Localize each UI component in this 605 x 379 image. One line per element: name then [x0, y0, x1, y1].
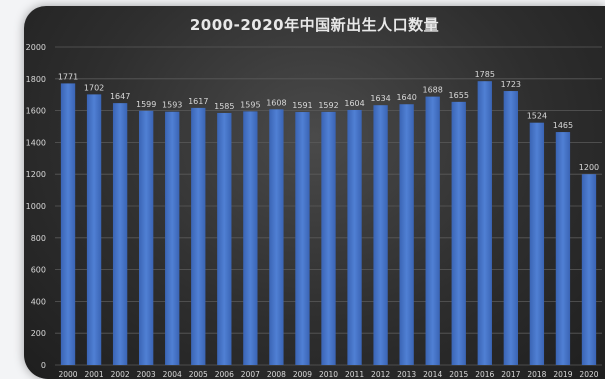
- x-tick-label: 2018: [527, 370, 546, 379]
- y-axis-ticks: 0 200 400 600 800 1000 1200 1400 1600 1800 2000: [26, 43, 46, 370]
- data-label: 1608: [266, 98, 286, 107]
- x-tick-label: 2001: [85, 370, 104, 379]
- bar-2020: [581, 174, 597, 365]
- bar-2004: [165, 111, 180, 365]
- x-tick-label: 2020: [579, 370, 598, 379]
- bar-2002: [112, 103, 128, 365]
- data-label: 1592: [318, 101, 338, 110]
- bar-2015: [451, 101, 466, 365]
- bar-2008: [269, 109, 284, 365]
- x-tick-label: 2000: [58, 370, 77, 379]
- bar-2003: [139, 110, 154, 365]
- data-label: 1785: [475, 70, 495, 79]
- bar-2017: [503, 91, 518, 365]
- y-tick-label: 1200: [26, 170, 46, 179]
- data-label: 1595: [240, 100, 260, 109]
- bars: [60, 81, 597, 366]
- data-label: 1591: [292, 101, 312, 110]
- data-label: 1599: [136, 100, 156, 109]
- bar-2013: [399, 104, 414, 366]
- data-label: 1723: [501, 80, 521, 89]
- data-label: 1634: [370, 94, 390, 103]
- data-label: 1524: [527, 112, 547, 121]
- y-tick-label: 400: [31, 297, 46, 306]
- y-tick-label: 800: [31, 234, 46, 243]
- x-tick-label: 2009: [293, 370, 312, 379]
- data-label: 1200: [579, 163, 599, 172]
- y-tick-label: 0: [41, 361, 46, 370]
- y-tick-label: 1400: [26, 138, 46, 147]
- data-label: 1465: [553, 121, 573, 130]
- bar-2011: [347, 109, 362, 366]
- y-tick-label: 2000: [26, 43, 46, 52]
- bar-2006: [217, 112, 232, 365]
- x-tick-label: 2013: [397, 370, 416, 379]
- x-tick-label: 2006: [215, 370, 234, 379]
- data-label: 1593: [162, 101, 182, 110]
- bar-2012: [373, 105, 388, 365]
- y-tick-label: 1800: [26, 75, 46, 84]
- data-label: 1688: [423, 86, 443, 95]
- bar-2010: [321, 111, 336, 365]
- x-tick-label: 2016: [475, 370, 494, 379]
- data-label: 1604: [344, 99, 364, 108]
- chart-title: 2000-2020年中国新出生人口数量: [189, 16, 440, 34]
- x-axis-ticks: 2000 2001 2002 2003 2004 2005 2006 2007 2008 2009…: [58, 370, 598, 379]
- bar-2009: [295, 112, 310, 365]
- y-tick-label: 200: [31, 329, 46, 338]
- bar-2007: [243, 111, 258, 366]
- data-label: 1647: [110, 92, 130, 101]
- x-tick-label: 2004: [163, 370, 182, 379]
- y-tick-label: 1600: [26, 107, 46, 116]
- x-tick-label: 2019: [553, 370, 572, 379]
- x-tick-label: 2007: [241, 370, 260, 379]
- data-label: 1640: [396, 93, 416, 102]
- bar-chart: 0 200 400 600 800 1000 1200 1400 1600 1800 2000 17…: [26, 43, 602, 379]
- bar-2016: [477, 81, 492, 365]
- x-tick-label: 2005: [189, 370, 208, 379]
- chart-frame: 2000-2020年中国新出生人口数量 0 200 400 600 800 1000 120…: [24, 6, 605, 379]
- bar-2000: [60, 83, 76, 365]
- data-label: 1617: [188, 97, 208, 106]
- data-label: 1771: [58, 72, 78, 81]
- x-tick-label: 2002: [111, 370, 130, 379]
- data-label: 1702: [84, 83, 104, 92]
- x-tick-label: 2003: [137, 370, 156, 379]
- data-label: 1655: [449, 91, 469, 100]
- bar-2001: [86, 94, 102, 365]
- bar-2019: [555, 132, 571, 365]
- x-tick-label: 2012: [371, 370, 390, 379]
- y-tick-label: 1000: [26, 202, 46, 211]
- x-tick-label: 2011: [345, 370, 364, 379]
- x-tick-label: 2010: [319, 370, 338, 379]
- x-tick-label: 2008: [267, 370, 286, 379]
- data-labels: 1771 1702 1647 1599 1593 1617 1585 1595 1608 1591…: [58, 70, 599, 172]
- bar-2018: [529, 122, 545, 366]
- x-tick-label: 2017: [501, 370, 520, 379]
- data-label: 1585: [214, 102, 234, 111]
- bar-2014: [425, 96, 440, 365]
- x-tick-label: 2014: [423, 370, 442, 379]
- bar-2005: [191, 107, 206, 365]
- y-tick-label: 600: [31, 266, 46, 275]
- x-tick-label: 2015: [449, 370, 468, 379]
